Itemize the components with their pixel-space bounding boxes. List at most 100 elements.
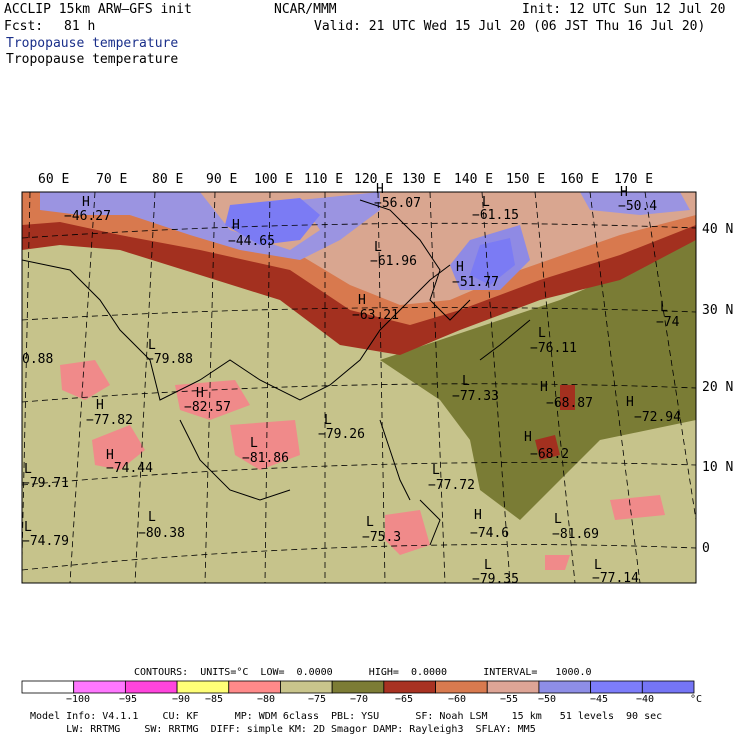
colorbar-tick: −80 — [257, 694, 276, 705]
extremum-value: −79.26 — [318, 427, 365, 442]
extremum-mark: H — [96, 398, 104, 413]
extremum-value: −61.96 — [370, 254, 417, 269]
extremum-value: −68.2 — [530, 447, 570, 462]
lat-label-20n: 20 N — [702, 380, 734, 395]
model-info-line-1: Model Info: V4.1.1 CU: KF MP: WDM 6class… — [30, 711, 663, 722]
colorbar-swatch — [124, 680, 178, 694]
extremum-mark: L — [148, 338, 156, 353]
extremum-value: −61.15 — [472, 208, 519, 223]
extremum-value: −63.21 — [352, 308, 399, 323]
colorbar-tick: −75 — [308, 694, 327, 705]
init-time: Init: 12 UTC Sun 12 Jul 20 — [522, 2, 726, 17]
extremum-mark: L — [432, 463, 440, 478]
lon-label-140e: 140 E — [454, 172, 494, 187]
extremum-value: −79.35 — [472, 572, 519, 587]
extremum-value: −74.79 — [22, 534, 69, 549]
forecast-label: Fcst: — [4, 19, 44, 34]
extremum-mark: H — [232, 218, 240, 233]
extremum-mark: L — [554, 512, 562, 527]
extremum-value: −44.65 — [228, 234, 275, 249]
extremum-value: −77.72 — [428, 478, 475, 493]
extremum-mark: L — [148, 510, 156, 525]
colorbar-tick: −60 — [448, 694, 467, 705]
extremum-value: −74.44 — [106, 461, 153, 476]
extremum-mark: L — [250, 436, 258, 451]
colorbar-swatch — [486, 680, 540, 694]
extremum-mark: L — [24, 520, 32, 535]
colorbar-tick: −95 — [119, 694, 138, 705]
extremum-value: −77.14 — [592, 571, 639, 586]
colorbar-swatch — [21, 680, 75, 694]
map-frame — [21, 191, 697, 584]
colorbar-swatch — [228, 680, 281, 694]
colorbar-tick: −50 — [538, 694, 557, 705]
field-title-primary: Tropopause temperature — [6, 36, 179, 51]
colorbar-swatch — [590, 680, 643, 694]
extremum-value: −68.87 — [546, 396, 593, 411]
colorbar-tick: −85 — [205, 694, 224, 705]
valid-time: Valid: 21 UTC Wed 15 Jul 20 (06 JST Thu … — [314, 19, 706, 34]
colorbar-swatch — [435, 680, 488, 694]
lon-label-60e: 60 E — [38, 172, 70, 187]
colorbar-tick: −70 — [350, 694, 369, 705]
colorbar-swatch — [280, 680, 333, 694]
lon-label-170e: 170 E — [614, 172, 654, 187]
colorbar-tick: −65 — [395, 694, 414, 705]
lat-label-30n: 30 N — [702, 303, 734, 318]
extremum-mark: L — [594, 558, 602, 573]
model-info-line-2: LW: RRTMG SW: RRTMG DIFF: simple KM: 2D … — [30, 724, 536, 735]
extremum-mark: H — [524, 430, 532, 445]
lon-label-150e: 150 E — [506, 172, 546, 187]
colorbar-tick: −100 — [66, 694, 91, 705]
lon-label-100e: 100 E — [254, 172, 294, 187]
extremum-value: −77.33 — [452, 389, 499, 404]
field-title-secondary: Tropopause temperature — [6, 52, 179, 67]
extremum-mark: H — [358, 293, 366, 308]
extremum-mark: L — [324, 413, 332, 428]
extremum-value: −50.4 — [618, 199, 658, 214]
lon-label-80e: 80 E — [152, 172, 184, 187]
extremum-mark: H — [82, 195, 90, 210]
extremum-mark: L — [462, 374, 470, 389]
forecast-hour: 81 h — [64, 19, 96, 34]
extremum-mark: H — [376, 182, 384, 197]
extremum-mark: L — [374, 240, 382, 255]
extremum-value: −74.6 — [470, 526, 510, 541]
extremum-value: −46.27 — [64, 209, 111, 224]
lat-label-eq: 0 — [702, 541, 710, 556]
coastlines — [22, 199, 531, 546]
colorbar-swatch — [73, 680, 126, 694]
extremum-mark: H — [620, 185, 628, 200]
extremum-mark: H — [196, 386, 204, 401]
extremum-value: −74 — [656, 315, 680, 330]
extremum-mark: L — [366, 515, 374, 530]
colorbar-swatch — [641, 680, 695, 694]
colorbar-swatch — [331, 680, 385, 694]
lon-label-70e: 70 E — [96, 172, 128, 187]
extremum-mark: L — [482, 195, 490, 210]
lon-label-160e: 160 E — [560, 172, 600, 187]
model-title: ACCLIP 15km ARW–GFS init — [4, 2, 192, 17]
extremum-value: −72.94 — [634, 410, 681, 425]
colorbar-unit: °C — [690, 694, 703, 705]
lon-label-130e: 130 E — [402, 172, 442, 187]
extremum-value: 0.88 — [22, 352, 54, 367]
extremum-mark: L — [24, 462, 32, 477]
contour-info: CONTOURS: UNITS=°C LOW= 0.0000 HIGH= 0.0… — [134, 667, 592, 678]
extremum-mark: H — [626, 395, 634, 410]
extremum-value: −75.3 — [362, 530, 402, 545]
graticule — [22, 192, 696, 583]
extremum-value: −79.88 — [146, 352, 193, 367]
lat-label-10n: 10 N — [702, 460, 734, 475]
extremum-value: −79.71 — [22, 476, 69, 491]
colorbar-tick: −40 — [636, 694, 655, 705]
extremum-value: −81.69 — [552, 527, 599, 542]
extremum-mark: H — [106, 448, 114, 463]
extremum-value: −77.82 — [86, 413, 133, 428]
extremum-mark: H — [456, 260, 464, 275]
lon-label-110e: 110 E — [304, 172, 344, 187]
colorbar-swatch — [176, 680, 230, 694]
extremum-value: −80.38 — [138, 526, 185, 541]
extremum-mark: H — [474, 508, 482, 523]
